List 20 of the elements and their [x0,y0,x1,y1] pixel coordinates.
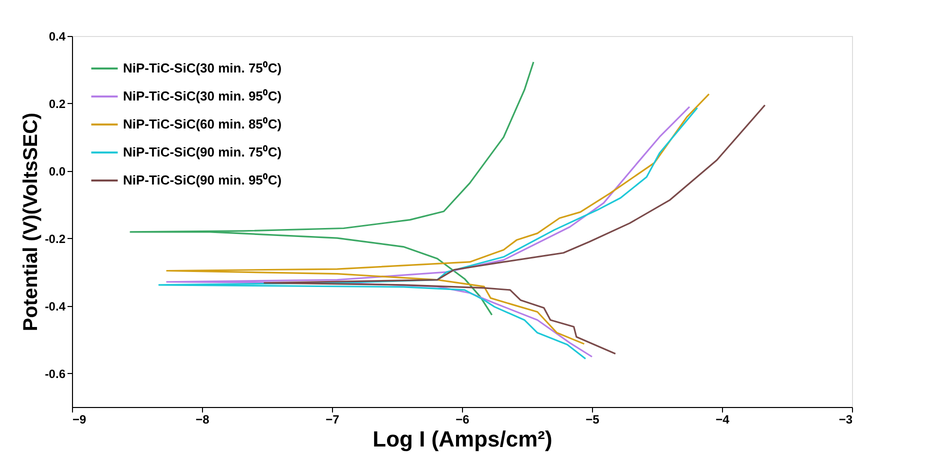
y-tick-label: -0.4 [44,299,66,314]
x-tick-label: −8 [196,412,210,426]
legend-label: NiP-TiC-SiC(90 min. 75⁰C) [123,144,282,160]
y-tick-label: 0.4 [48,30,66,44]
legend-label: NiP-TiC-SiC(30 min. 75⁰C) [123,60,282,76]
legend-label: NiP-TiC-SiC(90 min. 95⁰C) [123,172,282,188]
x-tick-label: −3 [838,412,853,426]
y-tick-label: -0.6 [44,366,66,381]
y-tick-label: -0.2 [44,232,66,246]
legend-label: NiP-TiC-SiC(60 min. 85⁰C) [123,116,282,132]
y-tick-label: 0.2 [48,96,66,111]
x-tick-label: −4 [716,412,730,426]
y-tick-label: 0.0 [48,164,66,178]
legend-label: NiP-TiC-SiC(30 min. 95⁰C) [123,88,282,104]
x-tick-label: −9 [72,412,87,426]
x-tick-label: −6 [456,412,470,426]
x-axis-title: Log I (Amps/cm²) [372,426,552,452]
x-tick-label: −7 [326,412,340,426]
y-axis-title: Potential (V)(VoltsSEC) [20,112,42,332]
x-tick-label: −5 [586,412,600,426]
